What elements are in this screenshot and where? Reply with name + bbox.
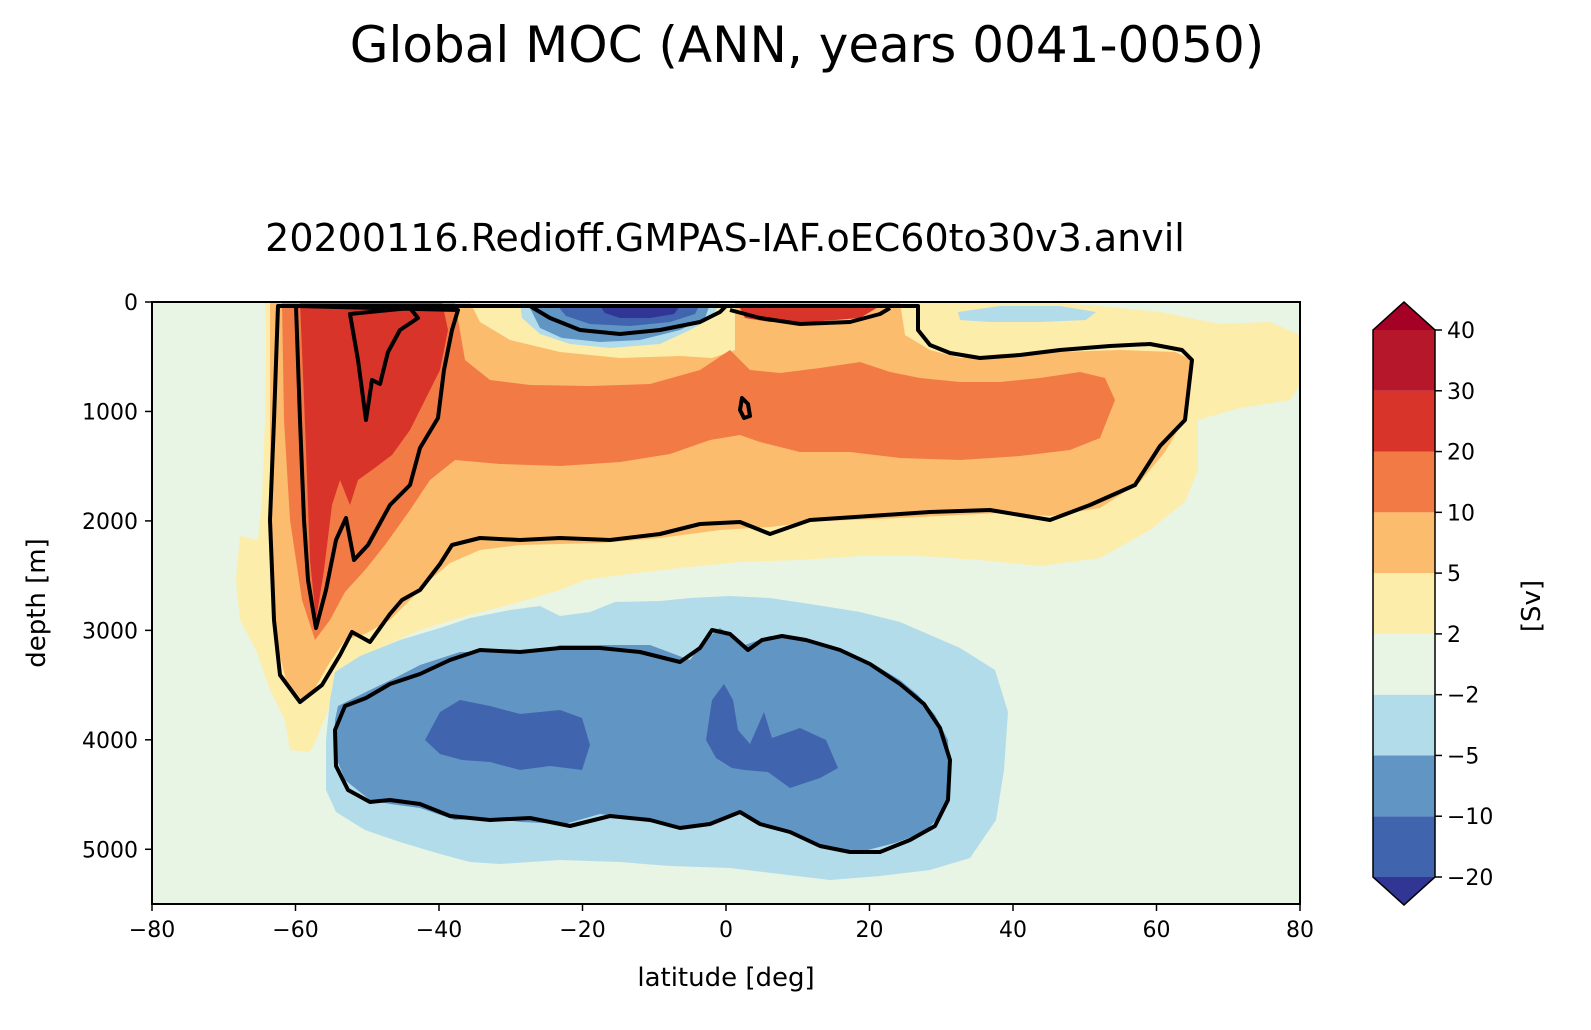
figure-title: Global MOC (ANN, years 0041-0050) <box>350 16 1265 74</box>
colorbar-tick-label: 40 <box>1447 319 1475 344</box>
contour-field <box>152 302 1300 904</box>
colorbar-tick-label: 5 <box>1447 562 1461 587</box>
colorbar-segment <box>1373 694 1435 756</box>
band-20-to-30 <box>300 302 448 620</box>
colorbar-segment <box>1373 573 1435 634</box>
y-tick-label: 4000 <box>82 729 138 754</box>
x-tick-label: 80 <box>1286 918 1314 943</box>
band-20-to-30-tropical <box>740 304 880 322</box>
x-tick-label: 20 <box>856 918 884 943</box>
colorbar-tick-label: −2 <box>1447 684 1479 709</box>
colorbar-tick-label: 20 <box>1447 441 1475 466</box>
x-tick-label: 40 <box>999 918 1027 943</box>
colorbar-segment <box>1373 755 1435 817</box>
y-axis-label: depth [m] <box>22 538 52 668</box>
x-axis-label: latitude [deg] <box>637 963 814 993</box>
x-tick-label: 0 <box>719 918 733 943</box>
y-tick-label: 3000 <box>82 619 138 644</box>
colorbar-tick-label: 2 <box>1447 623 1461 648</box>
band-below-minus-20 <box>600 306 680 318</box>
colorbar-segment <box>1373 816 1435 877</box>
colorbar-segment <box>1373 330 1435 391</box>
x-tick-label: −20 <box>559 918 605 943</box>
contour-lines <box>268 304 1194 854</box>
colorbar-extend-max <box>1373 302 1435 330</box>
x-tick-label: −60 <box>272 918 318 943</box>
contour-minus-10sv-tropical <box>528 304 728 336</box>
x-tick-label: −40 <box>416 918 462 943</box>
contour-10sv-outer <box>268 304 1194 704</box>
colorbar-tick-label: −20 <box>1447 866 1493 891</box>
colorbar-segment <box>1373 512 1435 574</box>
band-minus-2-to-minus-5-surface <box>958 306 1096 322</box>
x-tick-label: −80 <box>129 918 175 943</box>
plot-subtitle: 20200116.Redioff.GMPAS-IAF.oEC60to30v3.a… <box>265 216 1185 260</box>
x-axis: −80 −60 −40 −20 0 20 40 60 80 <box>129 904 1314 943</box>
y-axis: 0 1000 2000 3000 4000 5000 <box>82 291 152 863</box>
contour-10sv-tropical <box>729 306 892 326</box>
colorbar-segment <box>1373 390 1435 452</box>
contour-20sv-southern <box>294 304 460 630</box>
colorbar-tick-label: −10 <box>1447 805 1493 830</box>
colorbar-tick-label: 30 <box>1447 380 1475 405</box>
band-10-to-20 <box>282 302 1115 640</box>
colorbar: −20 −10 −5 −2 2 5 10 20 30 40 <box>1372 300 1493 907</box>
band-minus-10-to-minus-20 <box>425 684 838 788</box>
contour-30sv-southern <box>348 306 420 422</box>
x-tick-label: 60 <box>1143 918 1171 943</box>
colorbar-segment <box>1373 633 1435 695</box>
colorbar-extend-min <box>1373 877 1435 905</box>
y-tick-label: 2000 <box>82 510 138 535</box>
y-tick-label: 5000 <box>82 838 138 863</box>
band-minus-5-to-minus-10 <box>334 628 950 852</box>
y-tick-label: 1000 <box>82 400 138 425</box>
colorbar-tick-label: −5 <box>1447 744 1479 769</box>
colorbar-segment <box>1373 451 1435 513</box>
colorbar-tick-label: 10 <box>1447 501 1475 526</box>
contour-20sv-equatorial <box>738 396 752 420</box>
contour-minus-10sv-bottom <box>333 628 952 854</box>
colorbar-label: [Sv] <box>1517 580 1547 632</box>
y-tick-label: 0 <box>124 291 138 316</box>
